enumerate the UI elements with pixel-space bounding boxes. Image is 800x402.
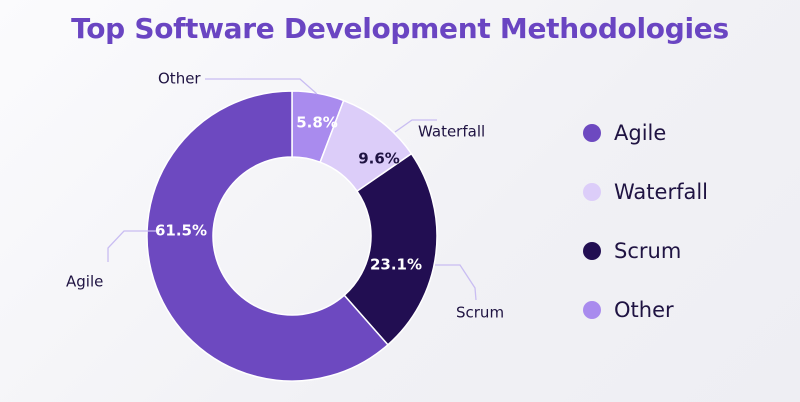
legend-label-other: Other	[614, 298, 674, 322]
legend-item-other: Other	[583, 295, 793, 325]
legend-label-agile: Agile	[614, 121, 667, 145]
category-label-agile: Agile	[66, 273, 103, 291]
legend-item-agile: Agile	[583, 118, 793, 148]
legend-item-waterfall: Waterfall	[583, 177, 793, 207]
leader-line-scrum	[435, 264, 477, 301]
legend-label-scrum: Scrum	[614, 239, 682, 263]
leader-line-agile	[107, 230, 160, 262]
category-label-waterfall: Waterfall	[418, 123, 485, 141]
donut-slices	[146, 90, 438, 382]
legend: Agile Waterfall Scrum Other	[583, 118, 793, 354]
leader-lines	[107, 78, 477, 301]
pct-label-agile: 61.5%	[155, 222, 207, 240]
slice-agile	[146, 90, 389, 382]
legend-item-scrum: Scrum	[583, 236, 793, 266]
legend-swatch-agile	[583, 124, 601, 142]
legend-swatch-scrum	[583, 242, 601, 260]
slice-scrum	[343, 152, 438, 346]
legend-label-waterfall: Waterfall	[614, 180, 709, 204]
percentage-labels: 5.8% 9.6% 23.1% 61.5%	[155, 114, 422, 274]
category-label-scrum: Scrum	[456, 304, 504, 322]
category-labels: Other Waterfall Scrum Agile	[66, 70, 504, 322]
leader-line-waterfall	[394, 119, 437, 133]
legend-swatch-waterfall	[583, 183, 601, 201]
pct-label-waterfall: 9.6%	[358, 150, 400, 168]
leader-line-other	[205, 78, 318, 95]
chart-title: Top Software Development Methodologies	[71, 12, 729, 45]
legend-swatch-other	[583, 301, 601, 319]
pct-label-other: 5.8%	[296, 114, 338, 132]
category-label-other: Other	[158, 70, 201, 88]
pct-label-scrum: 23.1%	[370, 256, 422, 274]
